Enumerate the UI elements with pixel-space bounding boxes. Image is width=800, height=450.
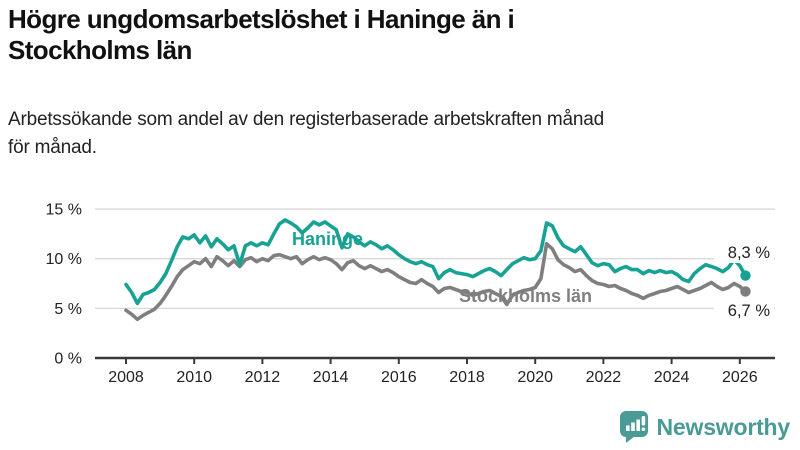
x-axis-label-2026: 2026	[722, 369, 758, 386]
exclamation-dot	[641, 427, 645, 431]
x-axis-label-2010: 2010	[176, 369, 212, 386]
stockholms-lan-end-value-label-bg	[714, 300, 774, 321]
stockholms-lan-end-dot	[740, 286, 751, 297]
y-axis-label-0: 0 %	[54, 351, 82, 368]
newsworthy-logo-text: Newsworthy	[656, 413, 791, 440]
chart-subtitle-line-2: för månad.	[8, 136, 97, 158]
y-axis-label-10: 10 %	[46, 251, 82, 268]
haninge-end-value-label-bg	[714, 242, 774, 263]
x-axis-label-2008: 2008	[108, 369, 144, 386]
page-title-line-2: Stockholms län	[8, 35, 192, 66]
y-axis-label-15: 15 %	[46, 202, 82, 219]
chart-subtitle-line-1: Arbetssökande som andel av den registerb…	[8, 109, 605, 130]
speech-bubble-tail	[625, 436, 635, 443]
haninge-end-value-label: 8,3 %	[728, 244, 771, 262]
newsworthy-branding: Newsworthy	[619, 410, 790, 444]
page-title-line-1: Högre ungdomsarbetslöshet i Haninge än i	[8, 4, 515, 34]
x-axis-label-2016: 2016	[381, 369, 417, 386]
x-axis-label-2014: 2014	[313, 369, 349, 386]
stockholms-lan-line	[124, 242, 748, 322]
x-axis-label-2012: 2012	[245, 369, 281, 386]
y-axis-label-5: 5 %	[54, 301, 82, 318]
haninge-end-dot	[740, 270, 751, 281]
exclamation-stem	[641, 416, 645, 426]
chart-subtitle: Arbetssökande som andel av den registerb…	[8, 106, 788, 161]
stockholms-lan-series-label: Stockholms län	[459, 286, 592, 306]
haninge-series-label: Haninge	[292, 229, 363, 249]
x-axis-label-2020: 2020	[517, 369, 553, 386]
stockholms-lan-end-value-label: 6,7 %	[728, 302, 771, 320]
x-axis-label-2024: 2024	[654, 369, 690, 386]
x-axis-label-2018: 2018	[449, 369, 485, 386]
x-axis-label-2022: 2022	[586, 369, 622, 386]
haninge-line	[124, 218, 748, 306]
newsworthy-logo-icon	[619, 411, 648, 443]
page-title: Högre ungdomsarbetslöshet i Haninge än i…	[8, 4, 648, 66]
